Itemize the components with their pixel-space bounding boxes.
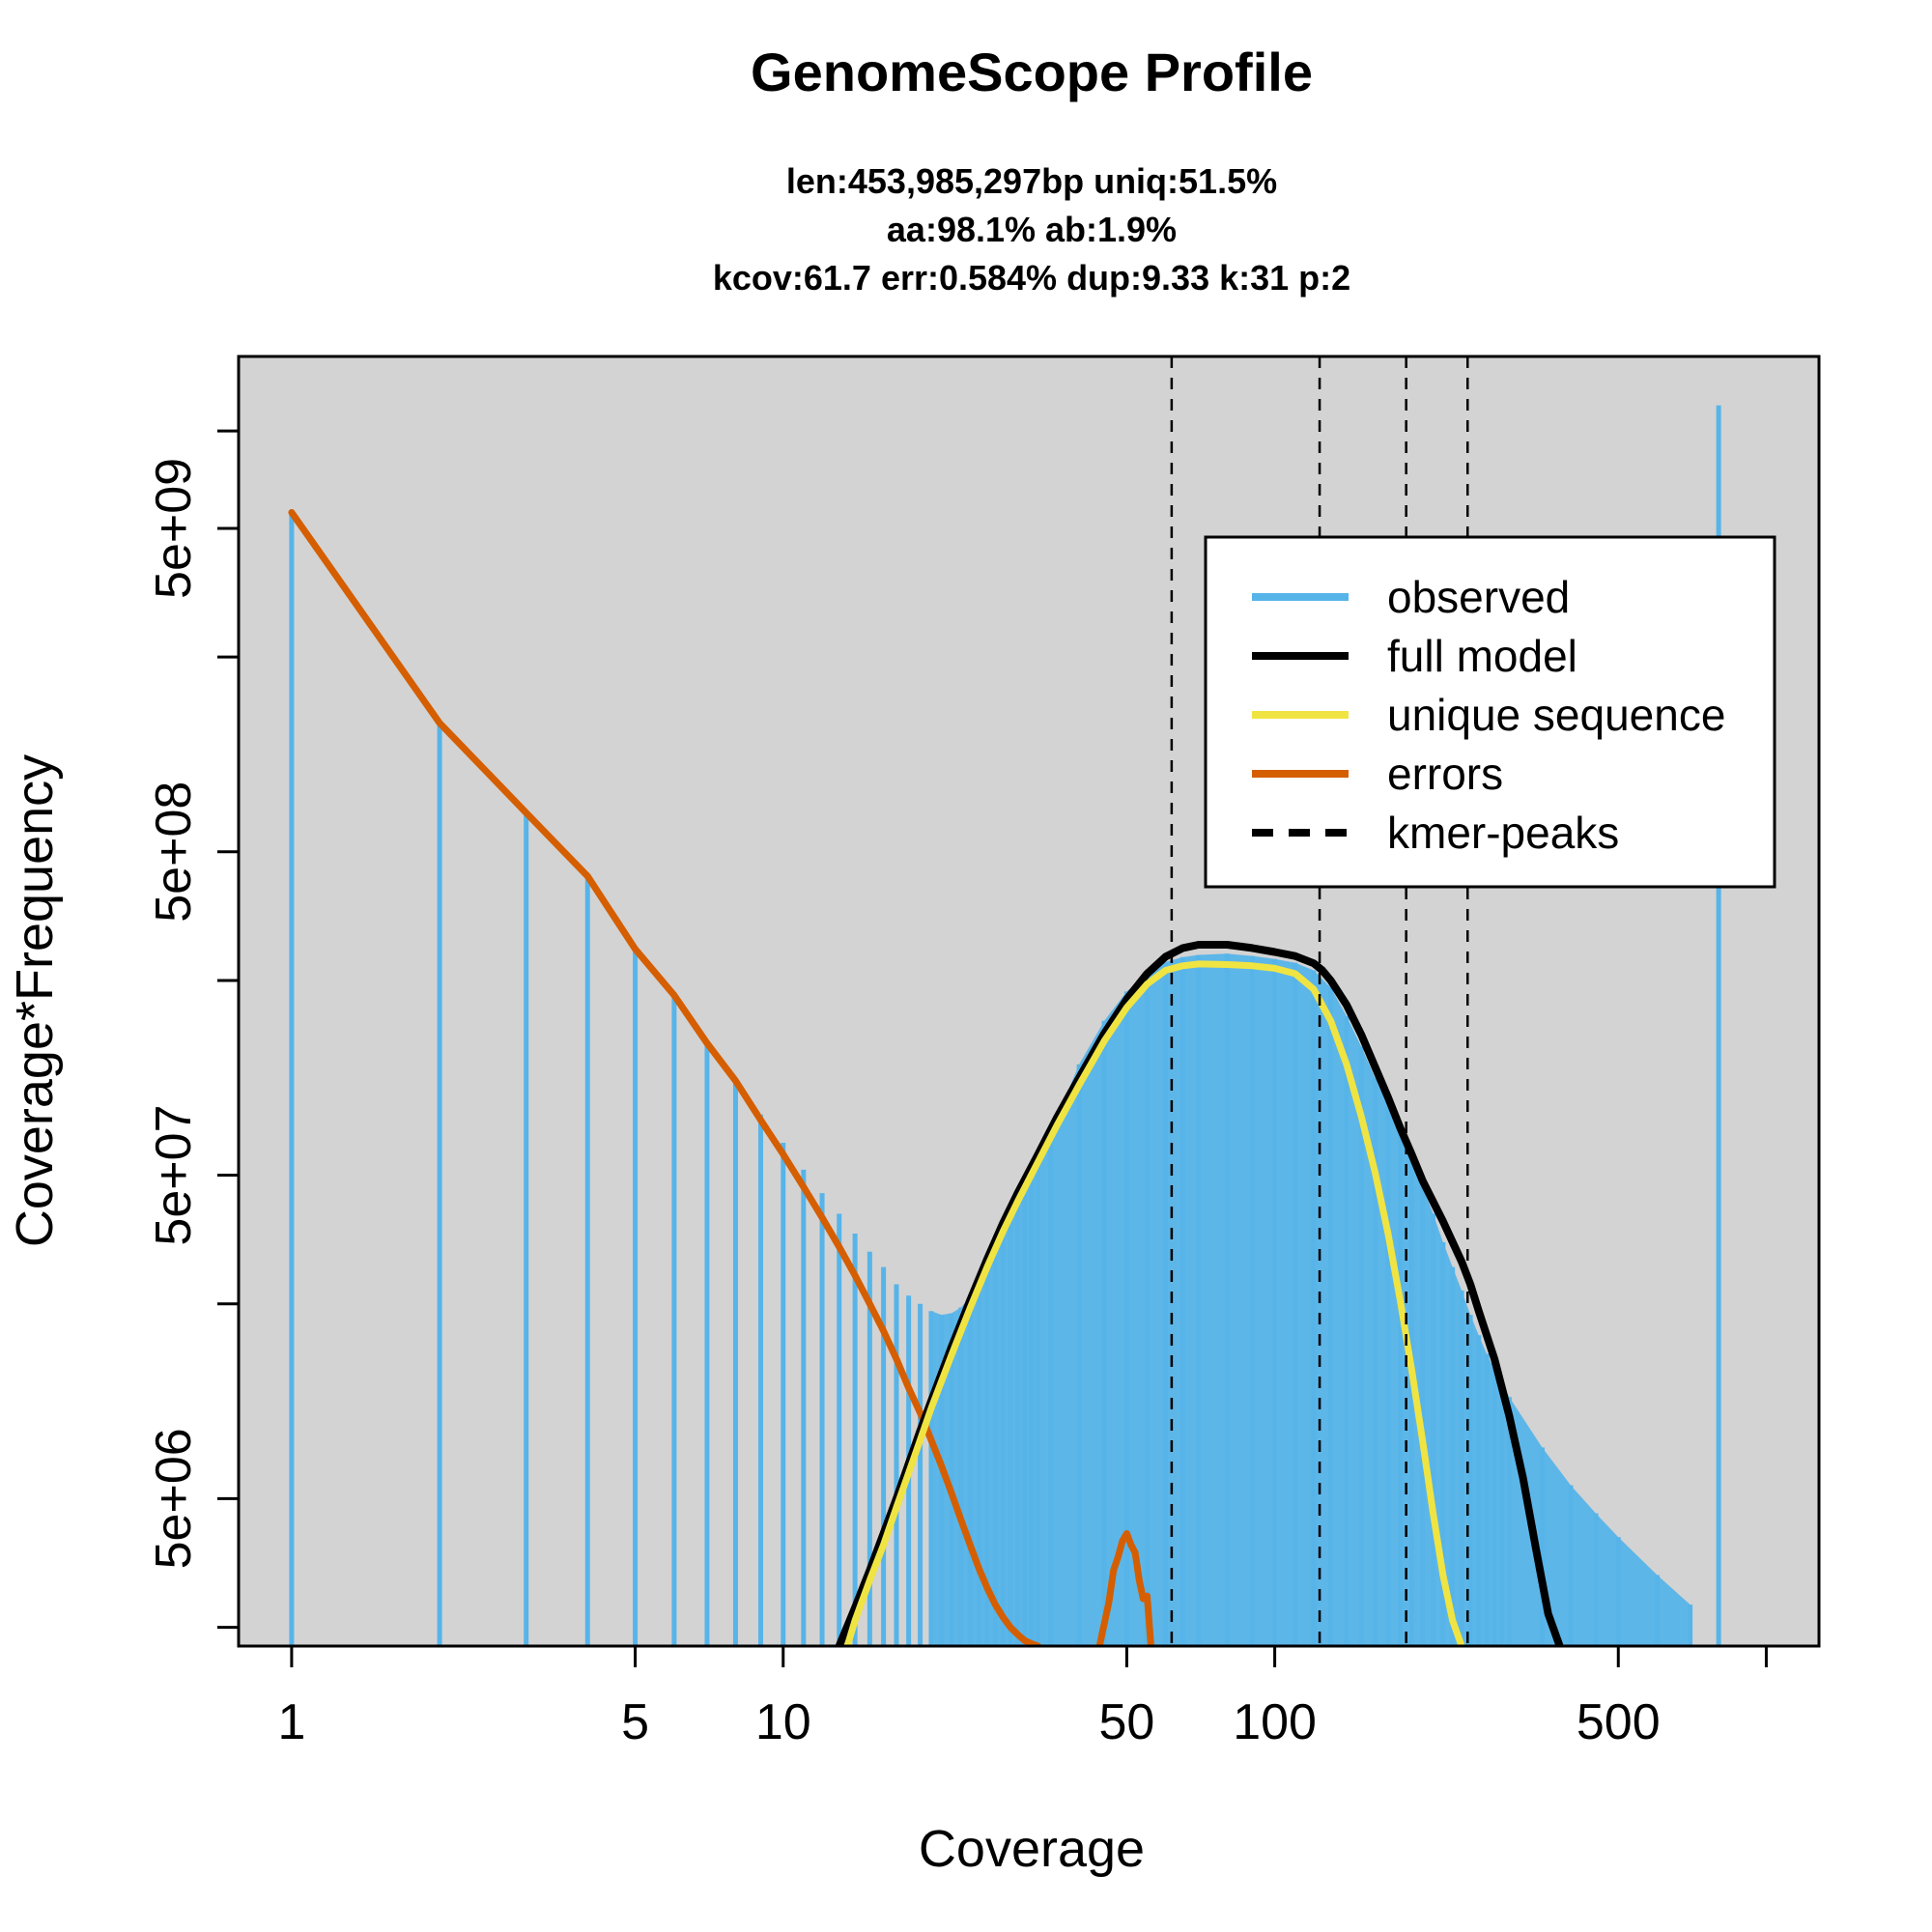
chart-subtitle-line-3: kcov:61.7 err:0.584% dup:9.33 k:31 p:2 [713,258,1350,298]
legend-label-kmer-peaks: kmer-peaks [1387,808,1619,858]
chart-subtitle-line-2: aa:98.1% ab:1.9% [887,210,1177,249]
legend-label-errors: errors [1387,749,1503,799]
plot-frame [237,355,1821,1648]
errors-line [1095,1530,1154,1646]
chart-subtitle-line-1: len:453,985,297bp uniq:51.5% [786,161,1277,201]
y-tick-label: 5e+08 [146,781,202,923]
x-tick-label: 500 [1577,1694,1661,1750]
x-tick-label: 1 [277,1694,305,1750]
errors-line [288,509,1042,1646]
y-axis: 5e+06 5e+07 5e+08 5e+09 [146,429,239,1630]
unique-sequence-line [843,960,1465,1646]
x-tick-label: 100 [1233,1694,1317,1750]
x-tick-label: 5 [621,1694,649,1750]
x-tick-label: 50 [1099,1694,1155,1750]
y-axis-label: Coverage*Frequency [6,754,64,1247]
y-tick-label: 5e+06 [146,1428,202,1569]
x-axis: 1 5 10 50 100 500 [277,1646,1768,1750]
legend-label-unique-sequence: unique sequence [1387,690,1725,740]
chart-title: GenomeScope Profile [751,42,1313,102]
legend-label-full-model: full model [1387,631,1577,681]
observed-histogram-fill [930,953,1690,1646]
x-tick-label: 10 [755,1694,811,1750]
x-axis-label: Coverage [919,1820,1145,1878]
y-tick-label: 5e+09 [146,458,202,599]
legend-label-observed: observed [1387,572,1570,622]
y-tick-label: 5e+07 [146,1105,202,1246]
observed-bars [289,405,1721,1646]
legend: observed full model unique sequence errors k… [1204,535,1776,889]
model-lines [288,509,1564,1646]
